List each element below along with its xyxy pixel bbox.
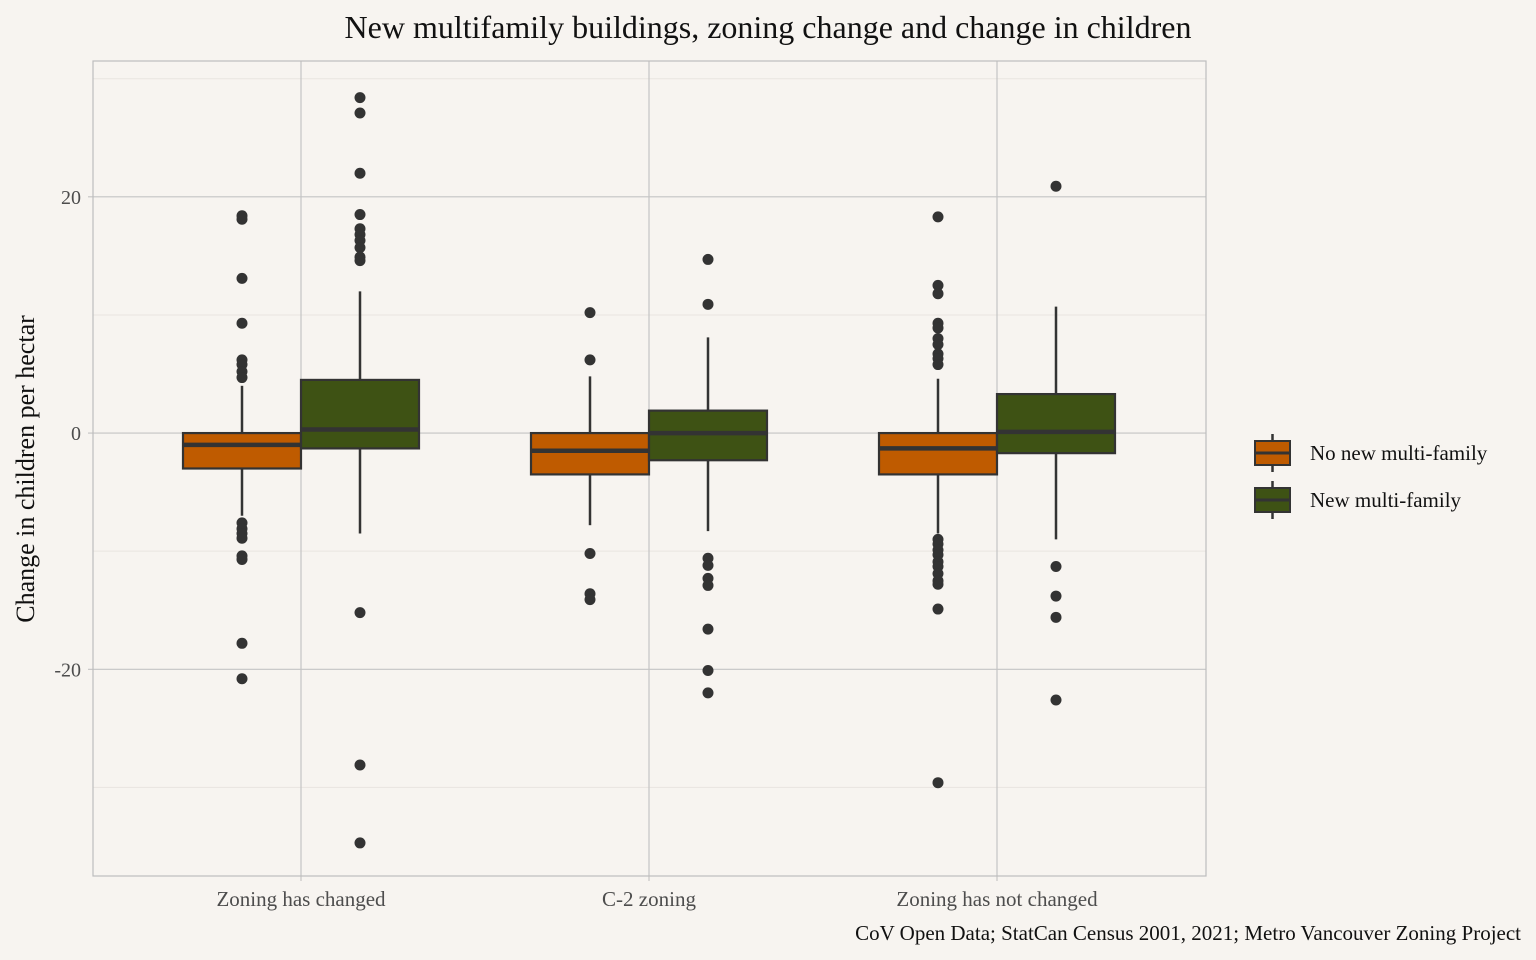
- outlier-point: [1050, 611, 1062, 623]
- outlier-point: [584, 307, 596, 319]
- box-group: [529, 307, 651, 606]
- box-layer: [181, 92, 1117, 849]
- box-group: [995, 180, 1117, 706]
- chart-caption: CoV Open Data; StatCan Census 2001, 2021…: [855, 921, 1521, 945]
- outlier-point: [702, 623, 714, 635]
- box-iqr: [299, 378, 421, 450]
- outlier-point: [354, 242, 366, 254]
- outlier-point: [584, 354, 596, 366]
- outlier-point: [932, 211, 944, 223]
- outlier-point: [236, 213, 248, 225]
- legend-label: No new multi-family: [1310, 441, 1488, 465]
- y-tick-label: 0: [71, 423, 81, 445]
- outlier-point: [236, 673, 248, 685]
- box-group: [647, 253, 769, 699]
- outlier-point: [702, 298, 714, 310]
- outlier-point: [354, 167, 366, 179]
- outlier-point: [236, 637, 248, 649]
- outlier-point: [932, 578, 944, 590]
- outlier-point: [932, 603, 944, 615]
- outlier-point: [354, 107, 366, 119]
- outlier-point: [702, 559, 714, 571]
- box-iqr: [877, 431, 999, 476]
- outlier-point: [932, 777, 944, 789]
- outlier-point: [236, 317, 248, 329]
- x-tick-label: Zoning has changed: [216, 887, 386, 911]
- legend: No new multi-family New multi-family: [1254, 434, 1488, 519]
- outlier-point: [354, 759, 366, 771]
- x-tick-label: C-2 zoning: [602, 887, 696, 911]
- legend-key: [1254, 434, 1291, 472]
- outlier-point: [236, 372, 248, 384]
- outlier-point: [354, 837, 366, 849]
- outlier-point: [702, 664, 714, 676]
- outlier-point: [932, 279, 944, 291]
- outlier-point: [702, 253, 714, 265]
- box-iqr: [647, 409, 769, 462]
- box-group: [299, 92, 421, 849]
- box-group: [877, 211, 999, 789]
- outlier-point: [702, 687, 714, 699]
- outlier-point: [702, 579, 714, 591]
- y-tick-label: 20: [61, 187, 81, 209]
- y-tick-label: -20: [54, 659, 81, 681]
- x-tick-label: Zoning has not changed: [896, 887, 1098, 911]
- y-axis-ticks: -20 0 20: [54, 187, 93, 681]
- outlier-point: [236, 532, 248, 544]
- outlier-point: [584, 548, 596, 560]
- box-group: [181, 210, 303, 685]
- outlier-point: [932, 322, 944, 334]
- x-axis-ticks: Zoning has changed C-2 zoning Zoning has n…: [216, 876, 1098, 911]
- outlier-point: [932, 338, 944, 350]
- outlier-point: [1050, 590, 1062, 602]
- outlier-point: [1050, 694, 1062, 706]
- outlier-point: [584, 594, 596, 606]
- outlier-point: [236, 553, 248, 565]
- legend-key: [1254, 481, 1291, 519]
- legend-label: New multi-family: [1310, 488, 1462, 512]
- chart-title: New multifamily buildings, zoning change…: [345, 9, 1192, 45]
- outlier-point: [1050, 180, 1062, 192]
- outlier-point: [354, 92, 366, 104]
- outlier-point: [1050, 561, 1062, 573]
- outlier-point: [354, 607, 366, 619]
- y-axis-label: Change in children per hectar: [11, 315, 40, 623]
- outlier-point: [354, 255, 366, 267]
- outlier-point: [354, 209, 366, 221]
- box-iqr: [529, 431, 651, 476]
- outlier-point: [932, 288, 944, 300]
- box-iqr: [995, 392, 1117, 455]
- outlier-point: [932, 359, 944, 371]
- box-iqr: [181, 431, 303, 470]
- outlier-point: [236, 272, 248, 284]
